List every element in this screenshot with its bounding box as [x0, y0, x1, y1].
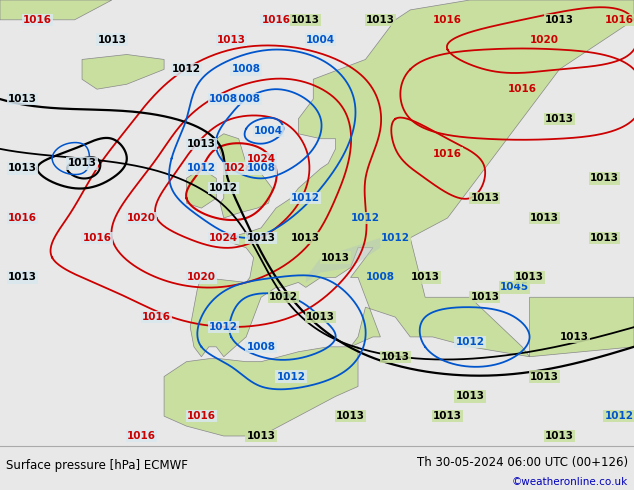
Text: 1012: 1012: [269, 292, 298, 302]
Text: Th 30-05-2024 06:00 UTC (00+126): Th 30-05-2024 06:00 UTC (00+126): [417, 456, 628, 469]
Text: 1013: 1013: [381, 352, 410, 362]
Text: ©weatheronline.co.uk: ©weatheronline.co.uk: [512, 477, 628, 487]
Text: 1013: 1013: [470, 193, 500, 203]
Text: 1013: 1013: [470, 292, 500, 302]
Text: 1013: 1013: [8, 164, 37, 173]
Text: 1045: 1045: [500, 282, 529, 293]
Text: Surface pressure [hPa] ECMWF: Surface pressure [hPa] ECMWF: [6, 459, 188, 472]
Text: 1020: 1020: [187, 272, 216, 282]
Text: 1013: 1013: [560, 332, 589, 342]
Text: 1024: 1024: [247, 153, 276, 164]
Text: 1008: 1008: [247, 342, 276, 352]
Text: 1012: 1012: [351, 213, 380, 223]
Text: 1013: 1013: [8, 94, 37, 104]
Text: 1020: 1020: [530, 35, 559, 45]
Polygon shape: [306, 238, 380, 282]
Text: 1013: 1013: [545, 114, 574, 124]
Text: 1012: 1012: [291, 193, 320, 203]
Text: 1008: 1008: [247, 164, 276, 173]
Text: 1016: 1016: [142, 312, 171, 322]
Polygon shape: [0, 0, 112, 20]
Text: 1012: 1012: [209, 183, 238, 193]
Text: 1016: 1016: [508, 84, 536, 94]
Polygon shape: [190, 0, 634, 357]
Text: 1016: 1016: [433, 148, 462, 159]
Polygon shape: [82, 54, 164, 89]
Text: 1013: 1013: [8, 272, 37, 282]
Polygon shape: [216, 134, 272, 218]
Text: 1016: 1016: [261, 15, 290, 25]
Text: 1008: 1008: [209, 94, 238, 104]
Polygon shape: [186, 169, 216, 208]
Text: 1004: 1004: [306, 35, 335, 45]
Text: 1013: 1013: [530, 213, 559, 223]
Text: 1012: 1012: [172, 64, 201, 74]
Text: 1012: 1012: [276, 371, 306, 382]
Text: 1013: 1013: [336, 411, 365, 421]
Text: 1013: 1013: [291, 15, 320, 25]
Text: 1008: 1008: [231, 94, 261, 104]
Text: 1013: 1013: [306, 312, 335, 322]
Text: 1016: 1016: [23, 15, 52, 25]
Text: 1013: 1013: [321, 253, 350, 263]
Text: 1012: 1012: [381, 233, 410, 243]
Text: 1013: 1013: [187, 139, 216, 148]
Text: 1013: 1013: [530, 371, 559, 382]
Text: 1016: 1016: [433, 15, 462, 25]
Text: 1013: 1013: [411, 272, 439, 282]
Text: 1013: 1013: [545, 15, 574, 25]
Text: 1013: 1013: [366, 15, 395, 25]
Text: 1016: 1016: [127, 431, 156, 441]
Text: 1013: 1013: [590, 173, 619, 183]
Text: 1004: 1004: [254, 126, 283, 136]
Text: 1012: 1012: [455, 337, 484, 347]
Text: 1013: 1013: [247, 233, 276, 243]
Text: 1008: 1008: [366, 272, 395, 282]
Text: 1013: 1013: [515, 272, 544, 282]
Text: 1008: 1008: [231, 64, 261, 74]
Text: 1013: 1013: [247, 431, 276, 441]
Polygon shape: [164, 347, 358, 436]
Text: 1013: 1013: [98, 35, 126, 45]
Text: 1012: 1012: [605, 411, 633, 421]
Text: 1020: 1020: [127, 213, 156, 223]
Text: 1016: 1016: [8, 213, 37, 223]
Text: 1016: 1016: [187, 411, 216, 421]
Text: 1028: 1028: [224, 164, 253, 173]
Text: 1013: 1013: [291, 233, 320, 243]
Text: 1016: 1016: [82, 233, 112, 243]
Text: 1013: 1013: [433, 411, 462, 421]
Text: 1013: 1013: [217, 35, 246, 45]
Text: 1016: 1016: [605, 15, 633, 25]
Text: 1012: 1012: [187, 164, 216, 173]
Text: 1013: 1013: [590, 233, 619, 243]
Text: 1013: 1013: [455, 392, 484, 401]
Text: 1024: 1024: [209, 233, 238, 243]
Text: 1013: 1013: [68, 158, 96, 169]
Text: 1013: 1013: [545, 431, 574, 441]
Text: 1012: 1012: [209, 322, 238, 332]
